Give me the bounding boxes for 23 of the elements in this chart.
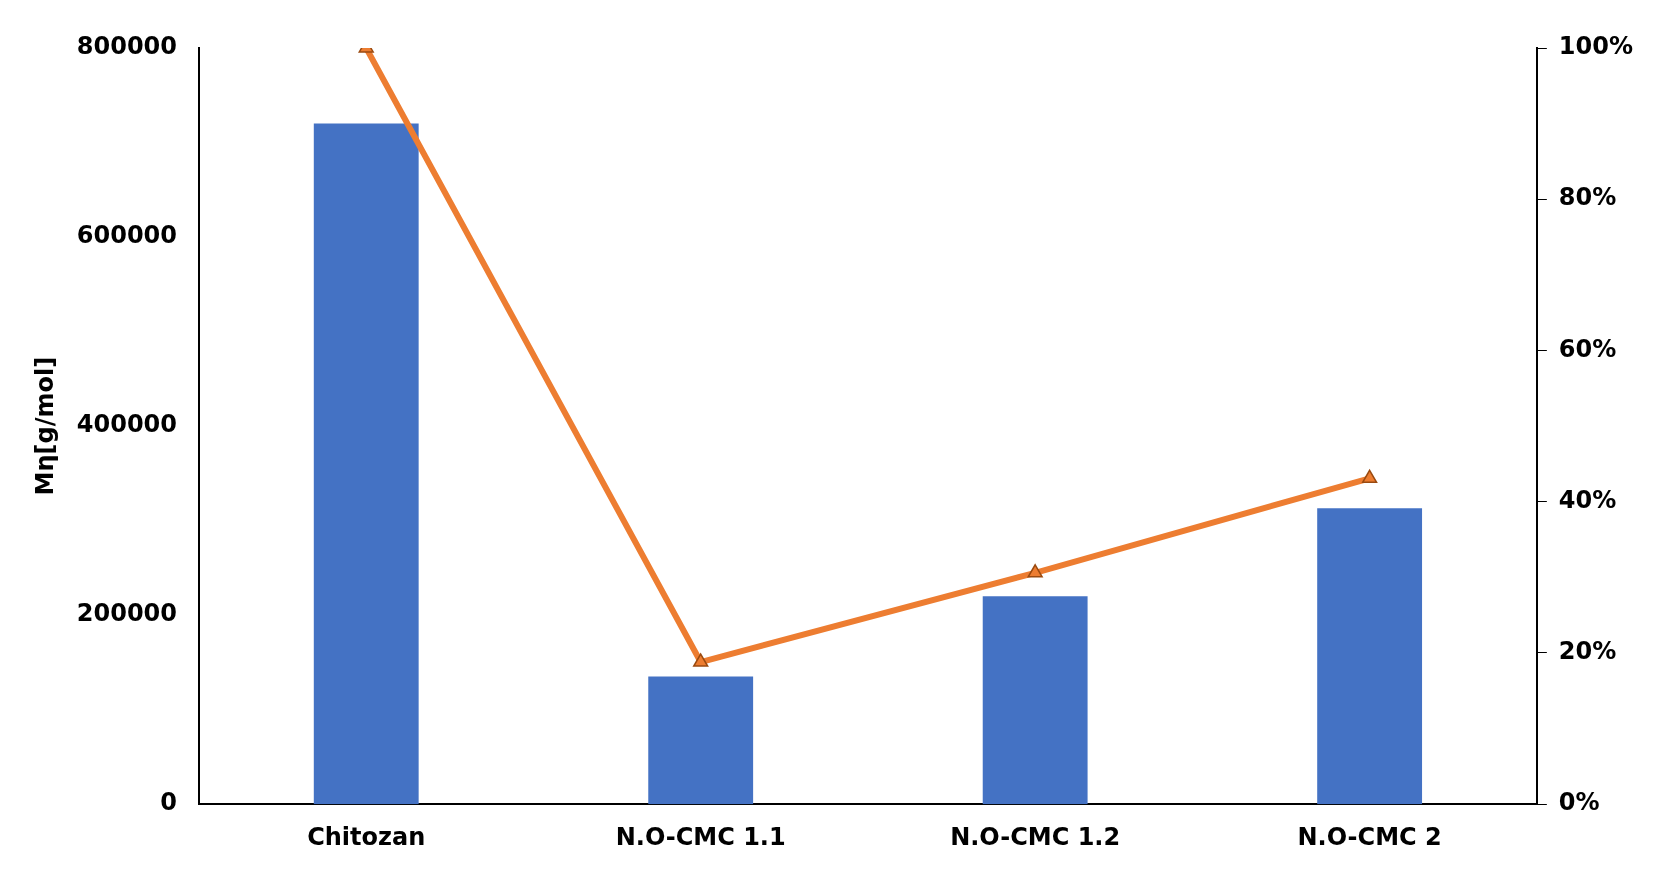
x-tick-label: N.O-CMC 1.1	[615, 822, 786, 851]
y2-tick-label: 20%	[1558, 637, 1617, 666]
y-tick-label: 200000	[76, 599, 177, 628]
y2-tick-label: 100%	[1558, 32, 1634, 61]
bar	[313, 123, 419, 805]
y-tick-label: 0	[160, 788, 177, 817]
bar	[1317, 508, 1423, 805]
x-tick-label: N.O-CMC 1.2	[950, 822, 1121, 851]
y-tick-label: 600000	[76, 221, 177, 250]
y-axis-title: Mη[g/mol]	[30, 356, 59, 496]
y2-tick-label: 60%	[1558, 334, 1617, 363]
point	[693, 653, 709, 667]
x-tick-label: N.O-CMC 2	[1297, 822, 1442, 851]
y-tick-label: 400000	[76, 410, 177, 439]
point	[1361, 469, 1378, 484]
y2-tick-label: 80%	[1558, 183, 1617, 212]
y2-tick-label: 0%	[1558, 788, 1600, 817]
point	[1027, 564, 1043, 578]
bar	[982, 596, 1088, 805]
bar	[648, 676, 754, 805]
y2-tick-label: 40%	[1558, 485, 1617, 514]
y-tick-label: 800000	[76, 32, 177, 61]
x-tick-label: Chitozan	[307, 822, 426, 851]
